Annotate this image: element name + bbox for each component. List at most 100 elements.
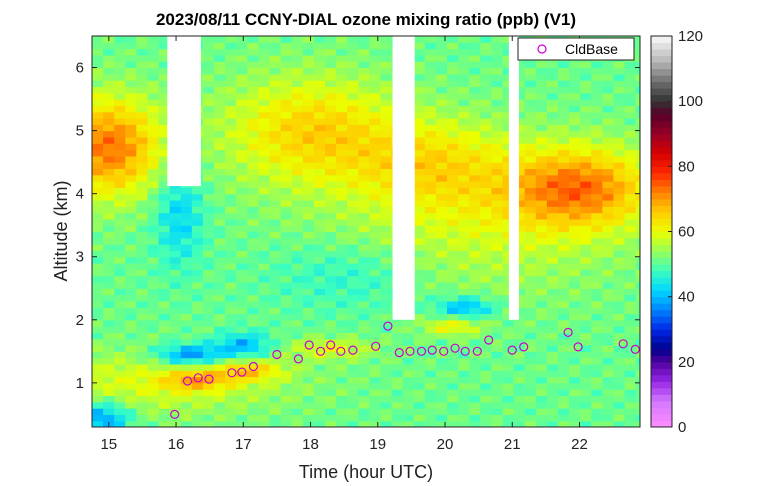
heatmap-cell: [191, 319, 204, 327]
heatmap-cell: [280, 67, 293, 75]
heatmap-cell: [580, 174, 592, 182]
heatmap-cell: [435, 250, 448, 258]
heatmap-cell: [247, 218, 260, 226]
heatmap-cell: [225, 155, 237, 163]
heatmap-cell: [191, 269, 204, 277]
heatmap-cell: [291, 99, 304, 106]
heatmap-cell: [324, 181, 337, 188]
heatmap-cell: [291, 307, 304, 315]
colorbar-segment: [651, 107, 672, 115]
heatmap-cell: [269, 174, 282, 182]
heatmap-cell: [380, 42, 393, 50]
heatmap-cell: [347, 345, 359, 352]
heatmap-cell: [413, 231, 426, 239]
y-axis-label: Altitude (km): [51, 180, 71, 281]
heatmap-cell: [435, 48, 448, 56]
heatmap-cell: [424, 61, 437, 69]
heatmap-cell: [424, 288, 437, 296]
heatmap-cell: [435, 162, 448, 170]
heatmap-cell: [214, 408, 226, 415]
heatmap-cell: [557, 395, 570, 403]
heatmap-cell: [469, 401, 481, 409]
heatmap-cell: [569, 326, 581, 334]
heatmap-cell: [557, 420, 570, 427]
heatmap-cell: [435, 300, 448, 308]
heatmap-cell: [580, 332, 592, 340]
heatmap-cell: [225, 73, 237, 81]
heatmap-cell: [413, 294, 426, 302]
heatmap-cell: [447, 401, 459, 409]
heatmap-cell: [513, 212, 526, 220]
heatmap-cell: [580, 401, 592, 409]
heatmap-cell: [491, 244, 504, 252]
heatmap-cell: [624, 130, 637, 138]
colorbar-segment: [651, 94, 672, 102]
cloud-base-point: [450, 343, 460, 353]
heatmap-cell: [92, 376, 104, 384]
heatmap-cell: [435, 294, 448, 302]
heatmap-cell: [336, 338, 348, 346]
heatmap-cell: [613, 263, 626, 270]
heatmap-cell: [580, 357, 592, 365]
heatmap-cell: [480, 111, 492, 119]
heatmap-cell: [413, 199, 426, 207]
heatmap-cell: [191, 382, 204, 390]
heatmap-cell: [469, 338, 481, 346]
heatmap-cell: [413, 332, 426, 340]
heatmap-cell: [258, 376, 271, 384]
heatmap-cell: [447, 269, 459, 277]
heatmap-cell: [236, 244, 248, 252]
heatmap-cell: [269, 117, 282, 125]
heatmap-cell: [324, 92, 337, 100]
heatmap-cell: [435, 225, 448, 233]
heatmap-cell: [114, 313, 126, 321]
heatmap-cell: [324, 288, 337, 296]
heatmap-cell: [513, 168, 526, 176]
heatmap-cell: [435, 206, 448, 214]
heatmap-cell: [524, 143, 537, 151]
heatmap-cell: [158, 300, 171, 308]
heatmap-cell: [635, 275, 640, 283]
heatmap-cell: [580, 370, 592, 378]
heatmap-cell: [369, 307, 382, 315]
heatmap-cell: [380, 237, 393, 245]
heatmap-cell: [535, 357, 548, 365]
heatmap-cell: [191, 363, 204, 371]
heatmap-cell: [202, 86, 215, 94]
heatmap-cell: [347, 382, 359, 390]
heatmap-cells: [92, 36, 640, 427]
colorbar-tick-label: 20: [678, 354, 695, 371]
heatmap-cell: [513, 370, 526, 378]
heatmap-cell: [635, 124, 640, 132]
heatmap-cell: [402, 389, 415, 397]
heatmap-cell: [569, 117, 581, 125]
heatmap-cell: [469, 326, 481, 334]
heatmap-cell: [535, 408, 548, 415]
heatmap-cell: [114, 117, 126, 125]
heatmap-cell: [569, 193, 581, 201]
heatmap-cell: [247, 199, 260, 207]
heatmap-cell: [591, 181, 603, 188]
heatmap-cell: [269, 92, 282, 100]
heatmap-cell: [602, 80, 615, 88]
heatmap-cell: [580, 326, 592, 334]
heatmap-cell: [313, 42, 326, 50]
heatmap-cell: [180, 212, 193, 220]
heatmap-cell: [435, 269, 448, 277]
heatmap-cell: [624, 92, 637, 100]
heatmap-cell: [158, 36, 171, 43]
colorbar-segment: [651, 81, 672, 89]
heatmap-cell: [92, 187, 104, 195]
heatmap-cell: [336, 288, 348, 296]
heatmap-cell: [92, 357, 104, 365]
heatmap-cell: [225, 326, 237, 334]
heatmap-cell: [313, 250, 326, 258]
heatmap-cell: [114, 408, 126, 415]
heatmap-cell: [591, 256, 603, 264]
heatmap-cell: [280, 149, 293, 157]
heatmap-cell: [491, 363, 504, 371]
heatmap-cell: [469, 382, 481, 390]
heatmap-cell: [613, 105, 626, 113]
heatmap-cell: [458, 420, 470, 427]
